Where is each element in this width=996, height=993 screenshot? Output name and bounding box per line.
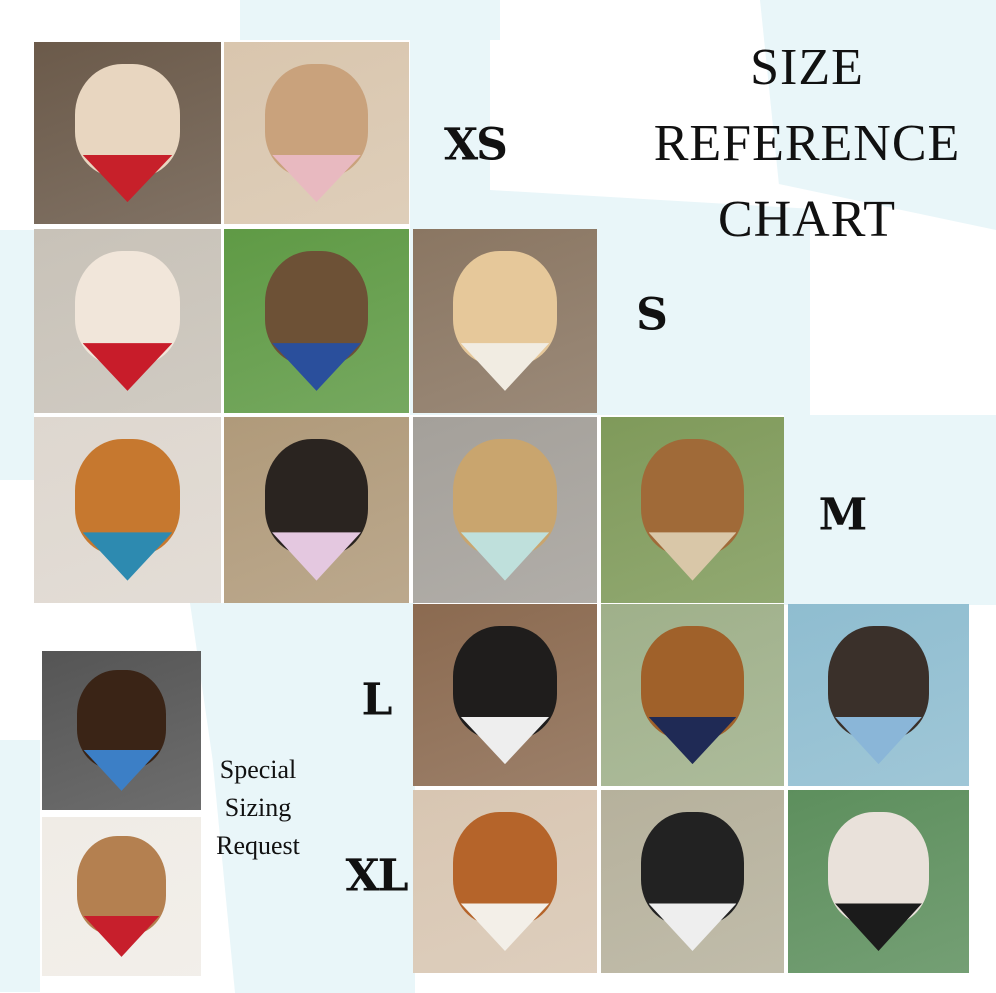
bandana: [648, 532, 737, 581]
photo-l: [788, 604, 969, 786]
special-sizing-line: Sizing: [224, 793, 292, 822]
size-label-s: S: [636, 289, 668, 341]
special-sizing-line: Special: [219, 755, 297, 784]
bandana: [460, 343, 550, 391]
photo-xl: [788, 790, 969, 973]
special-sizing-line: Request: [216, 831, 300, 860]
photo-m: [224, 417, 409, 603]
size-label-xl: XL: [345, 850, 408, 902]
bandana: [460, 532, 550, 581]
bandana: [272, 154, 361, 203]
bandana: [460, 716, 550, 765]
bandana: [83, 749, 160, 791]
bandana: [82, 532, 173, 581]
bandana: [460, 903, 550, 952]
bg-shape: [784, 415, 996, 605]
photo-l: [601, 604, 784, 786]
bg-shape: [0, 230, 34, 480]
size-label-m: M: [818, 489, 868, 541]
bandana: [272, 343, 361, 391]
bandana: [835, 716, 922, 765]
bg-shape: [240, 0, 500, 40]
photo-special: [42, 817, 201, 976]
bg-shape: [190, 603, 415, 993]
title-line: SIZE: [750, 39, 864, 96]
size-label-l: L: [361, 674, 393, 726]
title-line: CHART: [717, 191, 897, 248]
photo-m: [413, 417, 597, 603]
photo-s: [413, 229, 597, 413]
photo-xs: [224, 42, 409, 224]
size-label-xs: XS: [444, 119, 508, 171]
bandana: [83, 915, 160, 957]
bandana: [82, 343, 173, 391]
title-line: REFERENCE: [653, 115, 961, 172]
bandana: [82, 154, 173, 203]
bandana: [648, 716, 737, 765]
bandana: [272, 532, 361, 581]
photo-s: [34, 229, 221, 413]
bg-shape: [0, 740, 40, 992]
photo-xl: [413, 790, 597, 973]
photo-m: [34, 417, 221, 603]
photo-m: [601, 417, 784, 603]
photo-xl: [601, 790, 784, 973]
photo-s: [224, 229, 409, 413]
bandana: [835, 903, 922, 952]
bandana: [648, 903, 737, 952]
photo-special: [42, 651, 201, 810]
photo-l: [413, 604, 597, 786]
photo-xs: [34, 42, 221, 224]
